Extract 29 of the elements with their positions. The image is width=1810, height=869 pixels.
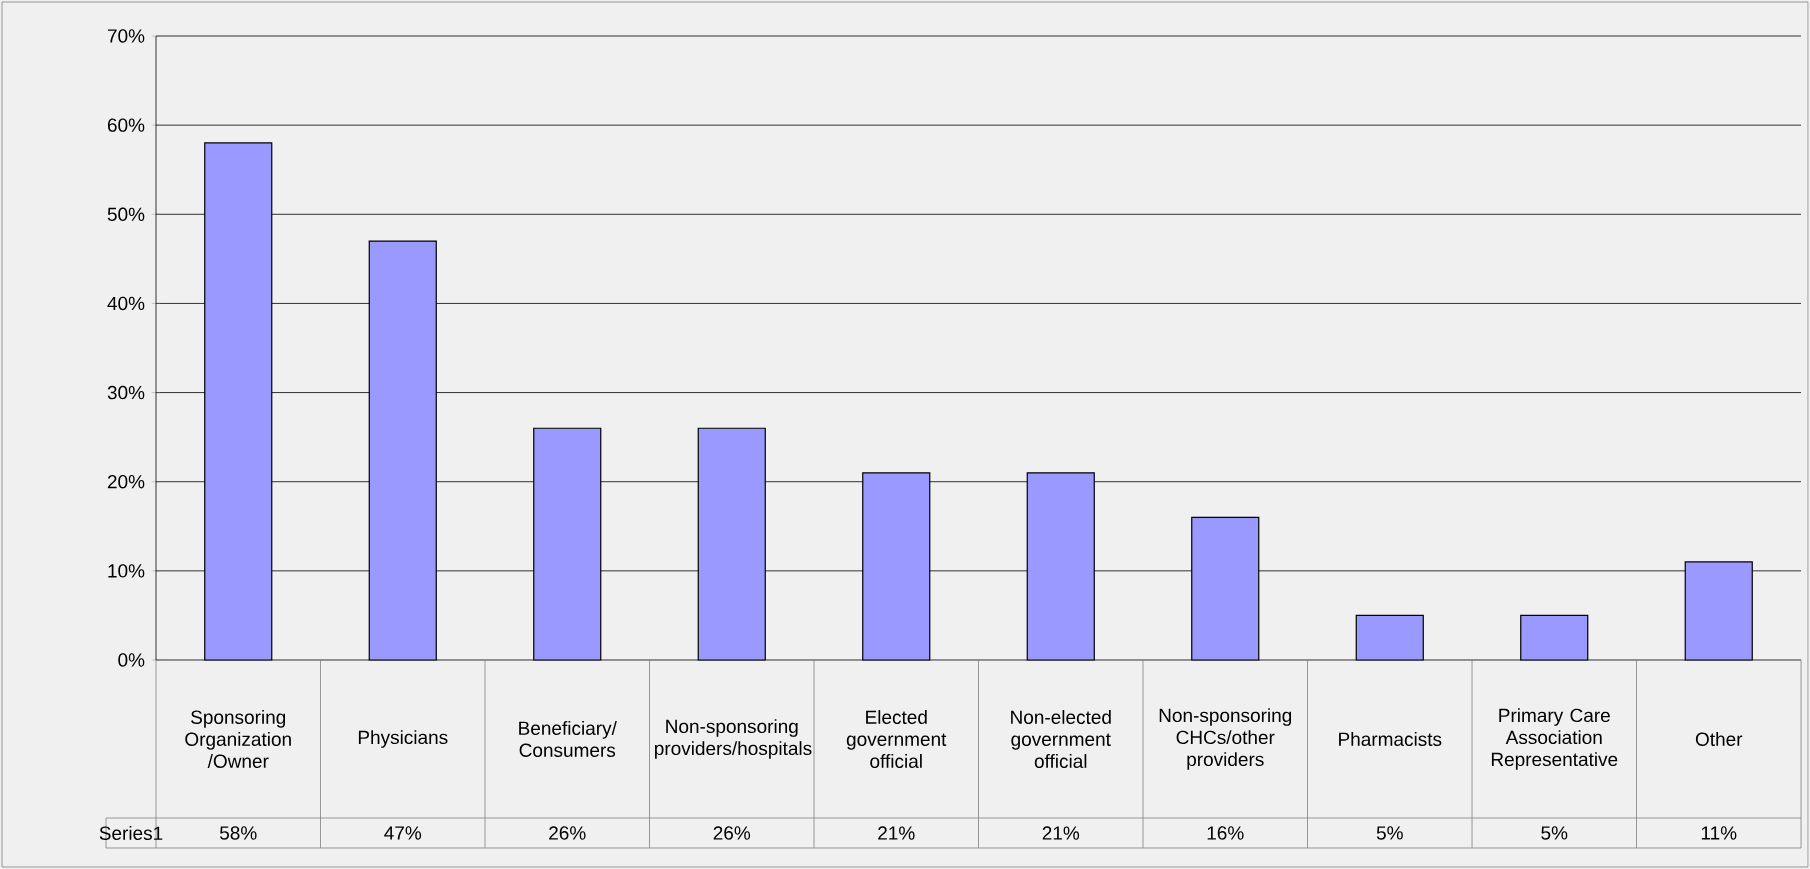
data-label: 58%: [219, 826, 257, 840]
x-tick-label: Physicians: [358, 730, 448, 748]
data-label: 21%: [878, 826, 915, 840]
data-label: 11%: [1701, 826, 1737, 840]
x-tick-label: Other: [1695, 732, 1743, 746]
x-tick-label: Non-elected government official: [1011, 710, 1111, 768]
data-label: 5%: [1376, 826, 1403, 840]
data-label: 26%: [713, 826, 751, 840]
y-tick-label: 0%: [118, 653, 145, 667]
data-label: 26%: [549, 826, 586, 840]
data-label: 21%: [1042, 826, 1080, 840]
x-tick-label: Pharmacists: [1339, 732, 1442, 746]
x-tick-label: Non-sponsoring providers/hospitals: [654, 719, 812, 759]
data-label: 47%: [384, 826, 422, 840]
x-tick-label: Primary Care Association Representative: [1491, 708, 1618, 770]
text: Series1: [99, 826, 163, 840]
x-tick-label: Elected government official: [846, 710, 947, 768]
data-label: 16%: [1207, 826, 1244, 840]
y-tick-label: 30%: [107, 385, 145, 400]
y-tick-label: 60%: [107, 118, 145, 132]
y-tick-label: 70%: [107, 29, 145, 43]
data-label: 5%: [1541, 826, 1568, 840]
x-tick-label: Non-sponsoring CHCs/other providers: [1159, 708, 1292, 770]
x-tick-label: Beneficiary/ Consumers: [519, 721, 617, 757]
y-tick-label: 10%: [108, 564, 145, 578]
y-tick-label: 40%: [107, 296, 145, 311]
x-tick-label: Sponsoring Organization /Owner: [185, 710, 291, 768]
y-tick-label: 20%: [107, 474, 145, 489]
y-tick-label: 50%: [107, 207, 145, 222]
